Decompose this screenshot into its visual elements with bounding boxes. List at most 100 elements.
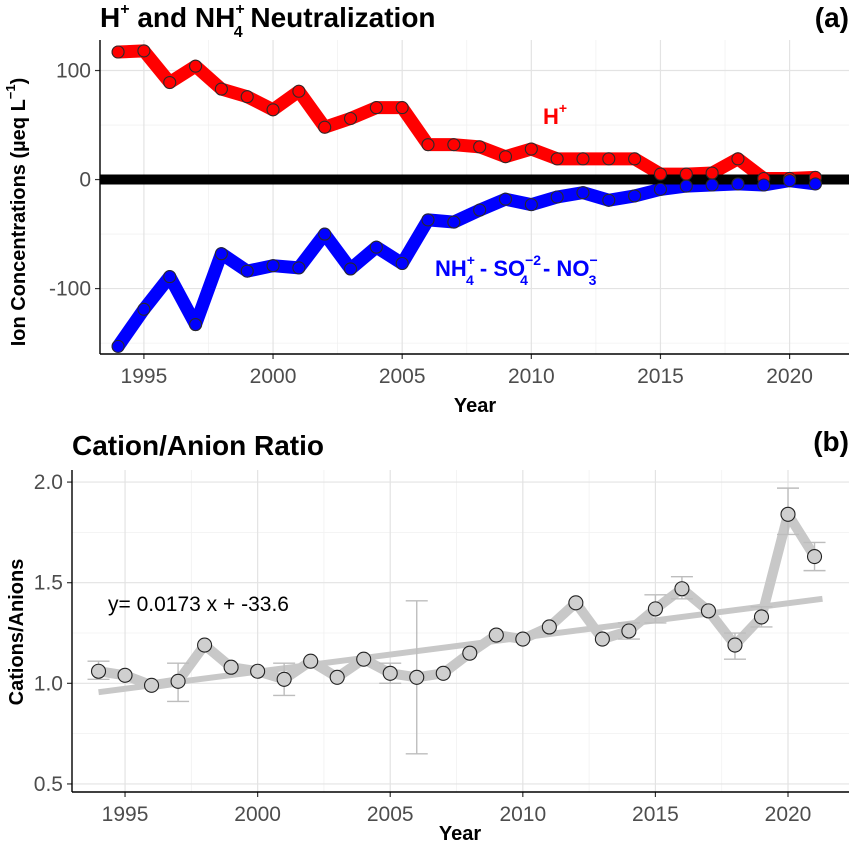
x-tick-label: 2005 [367,803,414,826]
series-nh4-point [757,178,771,192]
series-h-point [240,90,254,104]
y-tick-label: 100 [56,60,91,83]
series-nh4-point [705,178,719,192]
ratio-point [117,667,133,683]
y-tick-label: 2.0 [34,471,63,494]
series-nh4-point [524,198,538,212]
ratio-point [329,669,345,685]
series-h-point [266,103,280,117]
ratio-point [276,671,292,687]
ratio-point [674,581,690,597]
panel-b-label: (b) [813,426,849,457]
series-nh4-point [602,193,616,207]
series-h-point [343,111,358,126]
ratio-point [223,659,239,675]
series-h-point [473,140,487,154]
series-nh4-point [369,240,383,254]
series-h-label: H+ [543,100,567,129]
panel-b: Cation/Anion Ratio (b) 1995 2000 2005 2010 2… [6,426,849,845]
series-h-point [137,44,151,58]
y-tick-label: 1.0 [34,672,63,695]
ratio-point [409,669,425,685]
panel-b-grid [72,470,849,792]
series-h-point [628,152,642,166]
series-nh4-point [343,262,358,276]
ratio-point [515,631,531,647]
ratio-point [753,609,770,625]
series-h-point [163,75,177,90]
x-tick-label: 2000 [250,365,297,388]
ratio-point [382,665,398,681]
ratio-point [621,623,637,639]
series-h-point [447,138,461,152]
series-h-point [705,166,719,180]
x-tick-label: 2005 [379,365,426,388]
series-nh4-point [111,339,125,353]
ratio-point [435,665,451,681]
series-nh4-point [266,259,280,273]
series-h-point [731,152,745,166]
series-h-point [653,167,668,181]
series-nh4-point [498,192,513,206]
series-nh4-point [731,177,745,191]
ratio-point [90,663,107,679]
panel-b-xlabel: Year [439,823,481,845]
ratio-point [647,601,663,617]
x-tick-label: 2020 [765,803,812,826]
series-h-point [550,152,564,166]
series-nh4-point [447,215,461,229]
series-h-point [292,84,306,98]
panel-a-ylabel: Ion Concentrations (µeq L−1) [3,78,30,347]
series-nh4-point [292,261,306,275]
panel-b-series [87,487,826,755]
ratio-line [93,509,820,691]
series-h-point [602,152,616,166]
ratio-point [144,677,160,693]
panel-a-title: H+ and NH+ 4 Neutralization [100,1,436,41]
ratio-point [780,506,796,522]
series-nh4-point [395,256,409,271]
x-tick-label: 1995 [102,803,149,826]
series-h-point [111,45,125,59]
series-h-point [318,120,332,134]
series-h-point [214,82,228,96]
series-h-point [524,142,538,156]
panel-a-grid [100,40,849,354]
x-tick-label: 2010 [508,365,555,388]
series-nh4-point [318,227,332,241]
ratio-point [541,619,557,635]
series-nh4-point [240,264,254,278]
trend-equation: y= 0.0173 x + -33.6 [108,593,289,616]
series-h-point [576,152,590,166]
panel-a-xlabel: Year [454,395,496,417]
series-nh4-point [576,186,590,200]
panel-b-ylabel: Cations/Anions [6,559,28,706]
ratio-point [806,548,823,565]
x-tick-label: 2000 [234,803,281,826]
ratio-point [727,637,743,653]
series-h-point [498,150,513,164]
series-nh4-line [111,174,822,353]
series-h-point [395,101,409,115]
panel-a-label: (a) [815,2,849,33]
ratio-point [197,637,213,653]
ratio-point [700,603,717,619]
ratio-point [170,673,186,689]
x-tick-label: 2015 [632,803,679,826]
series-nh4-point [628,189,642,203]
x-tick-label: 2010 [499,803,546,826]
ratio-point [356,651,372,667]
series-nh4-point [653,182,668,196]
panel-b-axes: 1995 2000 2005 2010 2015 2020 0.5 1.0 1.5 2.0 [34,470,849,826]
ratio-point [594,631,610,647]
series-nh4-point [421,213,435,227]
y-tick-label: 0.5 [34,773,63,796]
panel-a-axes: 1995 2000 2005 2010 2015 2020 -100 0 100 [49,40,849,388]
ratio-point [488,627,504,643]
ratio-point [568,595,584,611]
ratio-point [462,645,478,661]
series-nh4-label: NH+ 4 - SO−2 4 - NO− 3 [435,252,598,288]
series-h-point [369,101,383,115]
series-nh4-point [214,247,228,261]
